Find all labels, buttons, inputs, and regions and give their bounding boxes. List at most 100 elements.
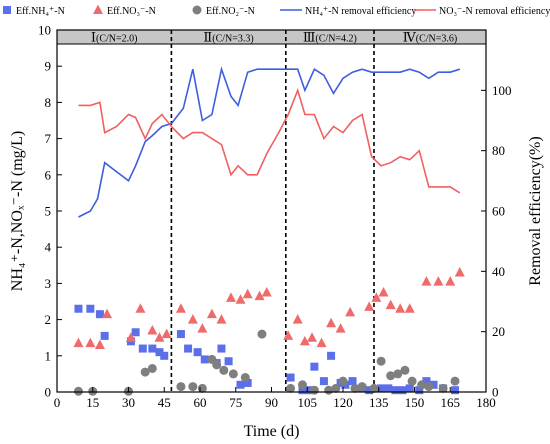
data-point xyxy=(236,380,245,389)
data-point xyxy=(407,376,417,386)
data-point xyxy=(386,371,396,381)
data-point xyxy=(86,304,95,313)
x-tick-label: 60 xyxy=(194,395,207,410)
data-point xyxy=(376,356,386,366)
y-tick-label: 3 xyxy=(45,276,52,291)
phase-condition: (C/N=4.2) xyxy=(315,34,356,45)
data-point xyxy=(224,357,233,366)
data-point xyxy=(176,382,186,392)
y-axis-label: NH₄⁺-N,NOₓ⁻-N (mg/L) xyxy=(9,131,26,291)
plot-frame xyxy=(56,29,487,393)
data-point xyxy=(154,332,165,342)
data-point xyxy=(206,308,217,319)
data-point xyxy=(85,337,96,348)
data-point xyxy=(225,292,236,302)
data-point xyxy=(200,355,209,364)
data-point xyxy=(292,314,303,324)
data-point xyxy=(364,301,375,311)
data-point xyxy=(73,337,84,348)
data-point xyxy=(335,323,346,333)
x-tick-label: 135 xyxy=(369,395,389,410)
y2-tick-label: 0 xyxy=(492,385,499,400)
y2-tick-label: 40 xyxy=(492,264,505,279)
plot-area xyxy=(73,30,465,396)
data-point xyxy=(350,383,360,393)
legend-marker-swatch xyxy=(3,6,11,14)
y2-tick-label: 100 xyxy=(492,83,512,98)
data-point xyxy=(175,303,186,313)
phase-condition: (C/N=2.0) xyxy=(96,34,137,45)
x-tick-label: 0 xyxy=(54,395,61,410)
phase-condition: (C/N=3.3) xyxy=(212,34,253,45)
x-tick-label: 15 xyxy=(86,395,99,410)
data-point xyxy=(454,267,465,277)
data-point xyxy=(445,276,456,286)
data-point xyxy=(450,376,460,386)
data-point xyxy=(228,369,238,379)
y-tick-label: 4 xyxy=(45,240,52,255)
data-point xyxy=(148,344,157,353)
data-point xyxy=(305,386,314,395)
legend-entry-label: Eff.NH₄⁺-N xyxy=(16,6,65,17)
data-point xyxy=(307,332,318,342)
x-tick-label: 90 xyxy=(265,395,278,410)
phase-label: Ⅱ(C/N=3.3) xyxy=(203,30,253,45)
data-point xyxy=(384,384,393,393)
data-point xyxy=(357,382,367,392)
data-point xyxy=(94,339,105,349)
data-point xyxy=(417,380,427,390)
data-point xyxy=(400,365,410,375)
data-point xyxy=(138,344,147,353)
x-tick-label: 150 xyxy=(405,395,425,410)
data-point xyxy=(187,314,198,324)
data-point xyxy=(155,348,164,357)
series-line xyxy=(78,66,461,218)
data-point xyxy=(235,294,246,304)
data-point xyxy=(188,382,198,392)
data-point xyxy=(310,362,319,371)
data-point xyxy=(95,310,104,319)
data-point xyxy=(331,383,341,393)
x-tick-label: 165 xyxy=(441,395,461,410)
phase-label: Ⅲ(C/N=4.2) xyxy=(303,30,357,45)
legend-entry-label: Eff.NO₃⁻-N xyxy=(107,6,156,17)
data-point xyxy=(100,331,109,340)
data-point xyxy=(395,303,406,313)
data-point xyxy=(438,383,448,393)
data-point xyxy=(433,276,444,286)
y-tick-label: 6 xyxy=(45,167,52,182)
x-tick-label: 105 xyxy=(298,395,318,410)
data-point xyxy=(242,288,253,299)
data-point xyxy=(365,386,374,395)
data-point xyxy=(327,351,336,360)
legend-entry-label: Eff.NO₂⁻-N xyxy=(206,6,255,17)
y-tick-label: 2 xyxy=(45,312,52,327)
data-point xyxy=(316,337,327,348)
data-point xyxy=(369,383,379,393)
data-point xyxy=(125,332,136,342)
y-tick-label: 9 xyxy=(45,59,52,74)
phase-label: Ⅰ(C/N=2.0) xyxy=(91,30,138,45)
data-point xyxy=(131,328,140,337)
data-point xyxy=(147,324,158,335)
data-point xyxy=(405,384,414,393)
data-point xyxy=(219,365,229,375)
data-point xyxy=(391,386,400,395)
y-tick-label: 1 xyxy=(45,348,52,363)
phase-numeral: Ⅱ xyxy=(203,30,212,45)
data-point xyxy=(286,373,295,382)
legend-entry-label: NO₃⁻-N removal efficiency xyxy=(439,6,550,17)
data-point xyxy=(161,328,172,339)
data-point xyxy=(404,303,415,313)
data-point xyxy=(429,380,438,389)
data-point xyxy=(243,378,252,387)
data-point xyxy=(257,329,267,339)
x-axis-label: Time (d) xyxy=(244,423,300,440)
data-point xyxy=(309,385,319,395)
data-point xyxy=(451,386,460,395)
data-point xyxy=(377,384,386,393)
data-point xyxy=(283,330,294,340)
data-point xyxy=(240,373,250,383)
data-point xyxy=(421,276,432,286)
